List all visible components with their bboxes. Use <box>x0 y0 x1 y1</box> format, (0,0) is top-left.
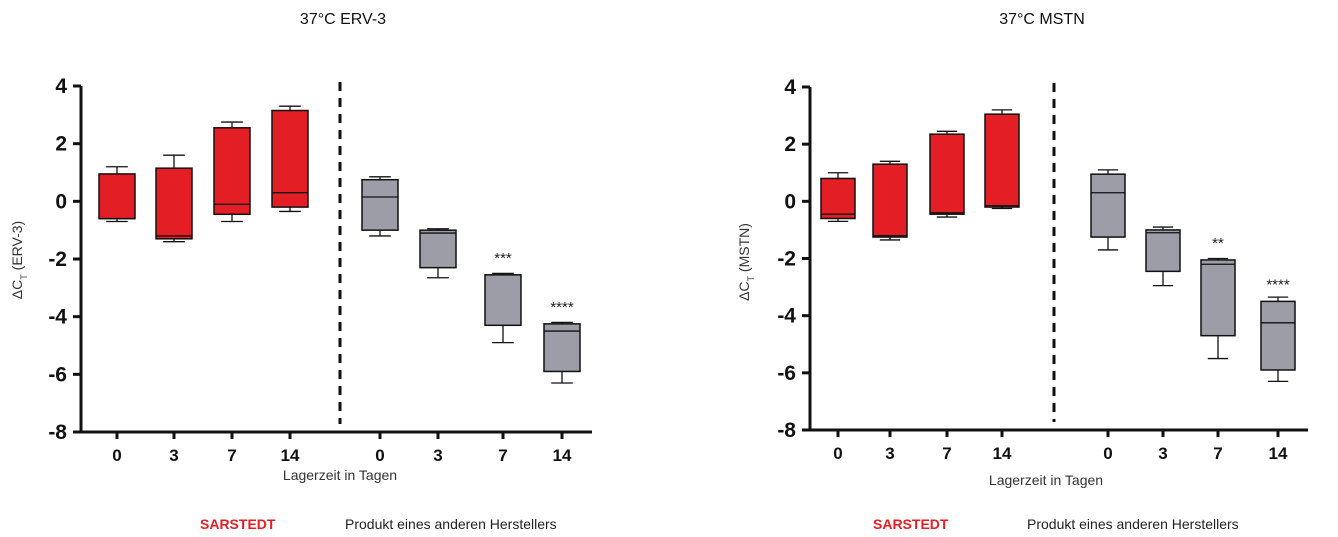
x-tick-label: 14 <box>553 446 572 465</box>
box-other-7 <box>1200 259 1236 337</box>
box-sarstedt-14 <box>984 113 1020 208</box>
y-axis-label: ΔCT (MSTN) <box>736 223 756 301</box>
x-axis-label: Lagerzeit in Tagen <box>283 467 397 483</box>
chart-panel-mstn: 37°C MSTN 4 2 0 -2 -4 -6 -8 ΔCT (MSTN) 0 3 7 14 0 3 7 **… <box>727 0 1338 537</box>
box-sarstedt-0 <box>820 177 856 220</box>
significance-marker: *** <box>494 250 512 267</box>
x-tick-label: 7 <box>942 444 951 463</box>
x-tick-label: 0 <box>1103 444 1112 463</box>
significance-marker: **** <box>1266 276 1290 293</box>
y-tick-label: 4 <box>55 75 67 98</box>
y-tick-label: 2 <box>55 133 67 156</box>
box-sarstedt-7 <box>213 127 251 216</box>
box-sarstedt-14 <box>271 109 309 208</box>
x-tick-label: 14 <box>1269 444 1288 463</box>
y-tick-label: -4 <box>48 306 67 329</box>
legend-sarstedt: SARSTEDT <box>873 516 949 532</box>
box-other-3 <box>419 229 457 269</box>
chart-panel-erv3: 37°C ERV-3 4 2 0 -2 -4 -6 -8 ΔCT (ERV-3) 0 3 7 14 0 3 7… <box>9 11 592 532</box>
y-tick-label: -8 <box>48 421 67 444</box>
box-sarstedt-0 <box>98 173 136 220</box>
x-tick-label: 7 <box>498 446 507 465</box>
x-tick-label: 3 <box>885 444 894 463</box>
box-other-14 <box>543 323 581 373</box>
x-axis-label: Lagerzeit in Tagen <box>989 472 1103 488</box>
chart-erv3: 37°C ERV-3 4 2 0 -2 -4 -6 -8 ΔCT (ERV-3) 0 3 7 14 0 3 7… <box>9 11 592 532</box>
legend-other-manufacturer: Produkt eines anderen Herstellers <box>1027 516 1239 532</box>
significance-marker: ** <box>1212 235 1224 252</box>
y-tick-label: -6 <box>777 362 796 385</box>
y-tick-label: 2 <box>784 133 796 156</box>
chart-mstn: 37°C MSTN 4 2 0 -2 -4 -6 -8 ΔCT (MSTN) 0 3 7 14 0 3 7 **… <box>736 11 1308 532</box>
x-tick-label: 3 <box>1158 444 1167 463</box>
chart-title: 37°C MSTN <box>999 11 1085 28</box>
x-tick-label: 7 <box>227 446 236 465</box>
y-tick-label: -6 <box>48 363 67 386</box>
box-sarstedt-3 <box>155 167 193 240</box>
box-other-3 <box>1145 229 1181 273</box>
box-sarstedt-3 <box>872 163 908 238</box>
x-tick-label: 14 <box>281 446 300 465</box>
legend-sarstedt: SARSTEDT <box>200 516 276 532</box>
x-tick-label: 3 <box>433 446 442 465</box>
x-tick-label: 0 <box>375 446 384 465</box>
box-other-14 <box>1260 300 1296 371</box>
y-axis-label: ΔCT (ERV-3) <box>9 221 29 299</box>
y-tick-label: -8 <box>777 419 796 442</box>
y-tick-label: 4 <box>784 76 796 99</box>
box-other-0 <box>1090 173 1126 238</box>
box-other-7 <box>484 274 522 327</box>
box-sarstedt-7 <box>929 133 965 215</box>
legend-other-manufacturer: Produkt eines anderen Herstellers <box>345 516 557 532</box>
chart-title: 37°C ERV-3 <box>300 11 386 28</box>
x-tick-label: 7 <box>1213 444 1222 463</box>
x-tick-label: 0 <box>833 444 842 463</box>
box-other-0 <box>361 178 399 231</box>
x-tick-label: 14 <box>993 444 1012 463</box>
x-tick-label: 0 <box>112 446 121 465</box>
y-tick-label: -2 <box>48 248 67 271</box>
y-tick-label: -2 <box>777 248 796 271</box>
y-tick-label: 0 <box>784 190 796 213</box>
significance-marker: **** <box>550 299 574 316</box>
y-tick-label: -4 <box>777 305 796 328</box>
x-tick-label: 3 <box>169 446 178 465</box>
y-tick-label: 0 <box>55 190 67 213</box>
